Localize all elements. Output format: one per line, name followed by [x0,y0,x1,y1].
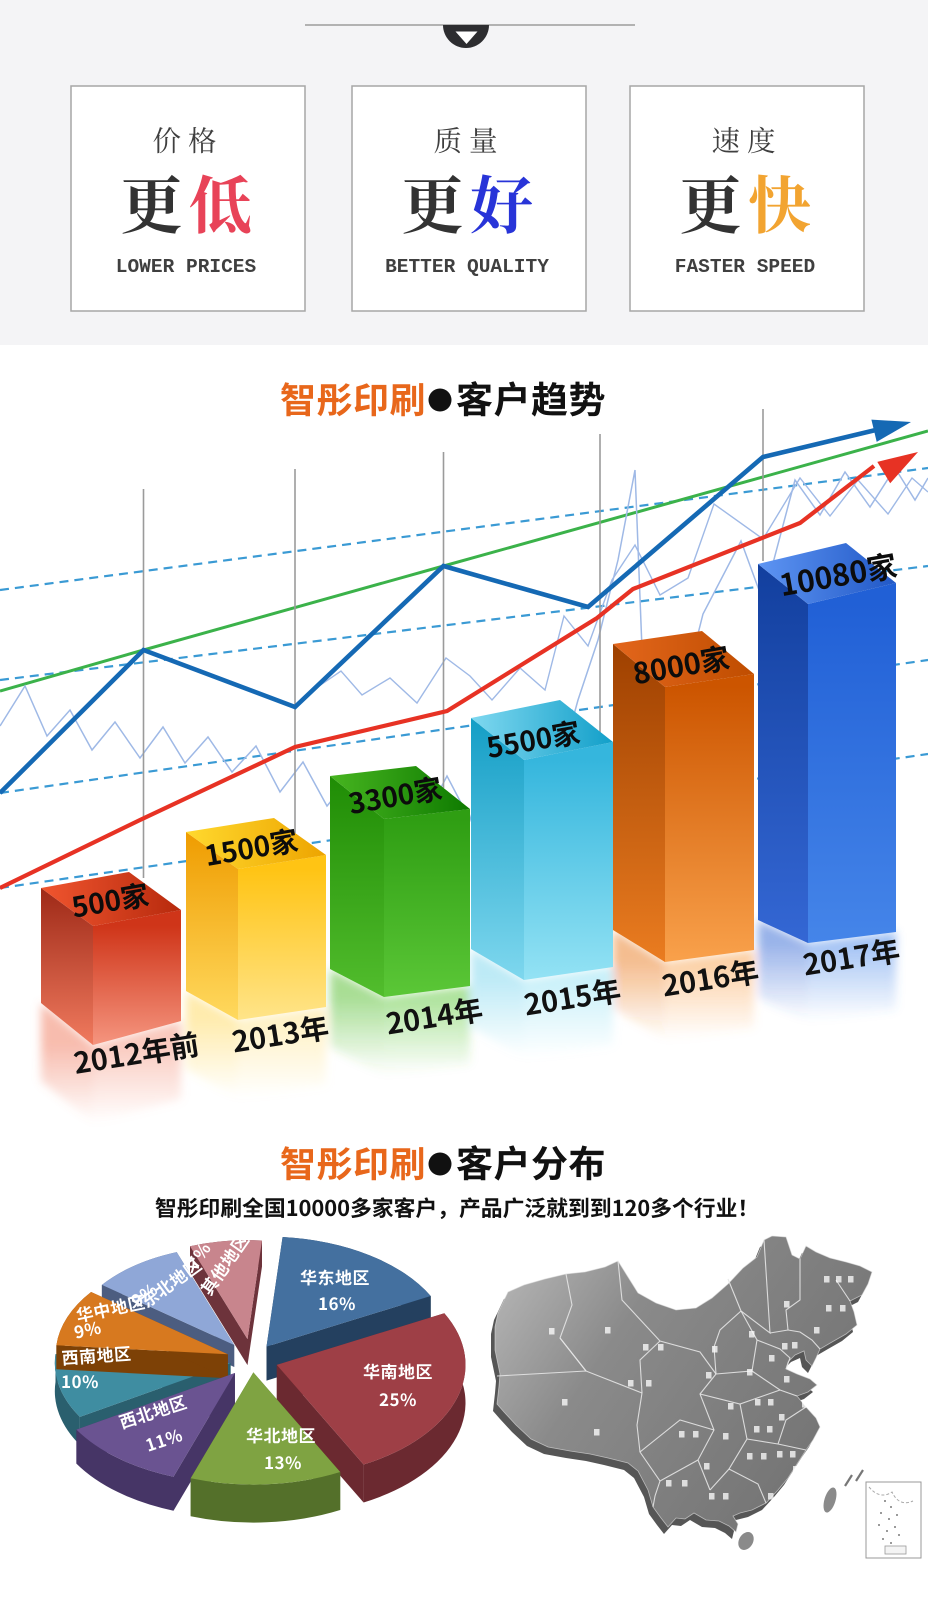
svg-text:LOWER PRICES: LOWER PRICES [116,256,257,278]
svg-text:BETTER QUALITY: BETTER QUALITY [385,256,549,278]
svg-text:FASTER SPEED: FASTER SPEED [675,256,815,278]
